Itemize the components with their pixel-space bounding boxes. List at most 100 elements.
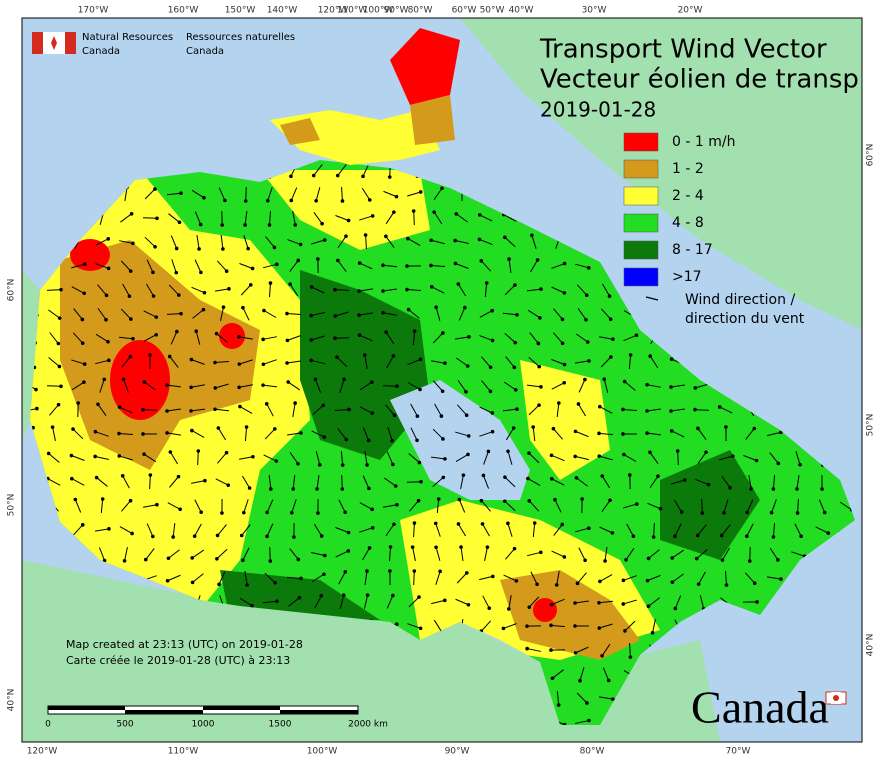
legend-label: 1 - 2 [672,161,704,177]
wind-arrow [335,550,349,558]
arrow-head [822,510,827,515]
arrow-head [754,458,759,463]
arrow-head [488,389,493,394]
arrow-head [290,510,294,515]
arrow-head [453,238,457,243]
wind-arrow [701,498,703,514]
arrow-head [299,576,303,581]
wind-arrow [724,570,728,586]
arrow-head [562,362,567,367]
arrow-head [221,305,226,309]
legend-label: 0 - 1 m/h [672,134,735,150]
arrow-head [314,198,318,203]
wind-arrow [647,502,661,510]
wind-arrow [289,283,299,297]
wind-arrow [432,332,444,344]
arrow-head [192,534,197,538]
wind-arrow [383,312,397,316]
arrow-head [268,281,273,285]
arrow-head [628,353,633,357]
wind-arrow [119,406,133,414]
wind-arrow [169,451,179,465]
legend-label: 2 - 4 [672,188,704,204]
arrow-head [154,315,159,319]
arrow-head [537,403,541,407]
arrow-head [696,426,700,431]
wind-arrow [334,289,350,291]
wind-arrow [719,406,733,414]
hudson-bay [390,380,530,500]
arrow-head [419,479,423,484]
arrow-head [584,293,589,297]
arrow-head [344,437,349,442]
arrow-head [224,269,229,274]
wind-arrow [646,432,662,436]
arrow-head [467,335,471,339]
wind-arrow [484,547,488,561]
arrow-head [269,487,273,491]
wind-arrow [387,427,393,441]
arrow-head [549,476,554,481]
arrow-head [728,485,732,490]
arrow-head [381,310,385,315]
wind-arrow [479,310,493,318]
arrow-head [292,535,296,539]
wind-arrow [599,623,613,629]
wind-arrow [172,522,176,538]
wind-arrow [385,404,395,416]
wind-arrow [191,286,205,294]
wind-arrow [481,380,491,392]
wind-arrow [551,263,565,269]
arrow-head [268,559,273,563]
wind-arrow [262,384,278,388]
wind-arrow [194,259,202,273]
wind-arrow [46,385,62,387]
wind-arrow [551,382,565,390]
arrow-head [646,556,651,561]
arrow-head [434,545,438,550]
arrow-head [241,305,245,310]
arrow-head [34,387,38,392]
arrow-head [440,389,445,394]
wind-arrow [47,478,61,486]
legend-label: 8 - 17 [672,242,713,258]
lat-label: 50°N [866,414,876,437]
legend-arrow-label: direction du vent [685,311,805,327]
wind-arrow [120,260,132,272]
arrow-head [536,341,541,346]
wind-arrow [362,163,370,177]
wind-arrow [286,313,302,315]
arrow-head [798,462,802,467]
arrow-head [155,502,159,507]
wind-arrow [551,286,565,294]
wind-arrow [313,212,323,224]
flag-bar [65,32,76,54]
wind-arrow [169,356,179,368]
arrow-head [296,258,301,263]
wind-arrow [530,571,538,585]
arrow-head [512,546,517,551]
arrow-head [221,247,225,251]
title: Transport Wind Vector [539,35,827,65]
wind-arrow [242,307,250,321]
wind-arrow [335,215,349,221]
arrow-head [441,475,446,480]
zone-8-17-south [220,570,380,620]
arrow-head [526,476,530,481]
wind-arrow [502,408,518,412]
arrow-head [585,340,590,344]
arrow-head [477,213,482,217]
arrow-head [439,414,444,418]
wind-arrow [743,455,757,461]
wind-arrow [600,356,612,368]
wind-arrow [413,570,415,586]
date: 2019-01-28 [540,98,656,122]
arrow-head [434,305,438,310]
wind-arrow [142,409,158,411]
arrow-head [752,426,757,431]
zone-8-17-east [660,450,760,560]
wind-arrow [95,263,109,269]
arrow-head [634,333,639,338]
zone-0-1 [110,340,170,420]
arrow-head [73,497,78,502]
